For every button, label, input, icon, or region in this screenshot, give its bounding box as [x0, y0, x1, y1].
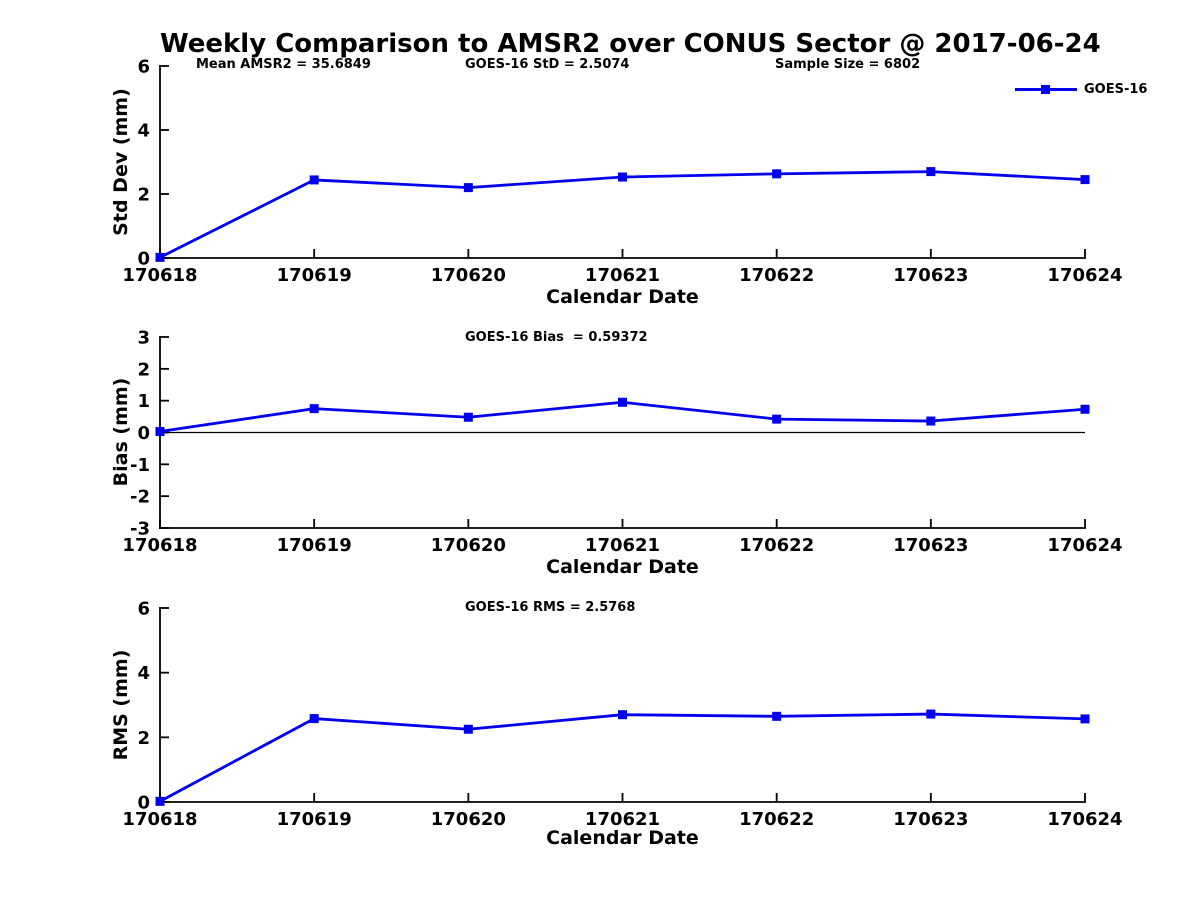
annotation-sample-size: Sample Size = 6802: [775, 57, 921, 72]
y-tick-label: -3: [130, 519, 150, 540]
y-tick-label: 6: [137, 57, 150, 78]
y-tick-label: 1: [137, 391, 150, 412]
data-point-marker: [155, 427, 165, 437]
ylabel-bias: Bias (mm): [110, 377, 132, 487]
annotation-goes-rms: GOES-16 RMS = 2.5768: [465, 600, 636, 615]
data-point-marker: [772, 711, 782, 721]
x-tick-label: 170620: [431, 535, 506, 556]
data-point-marker: [309, 175, 319, 185]
data-point-marker: [618, 710, 627, 720]
y-tick-label: -1: [130, 455, 150, 476]
x-tick-label: 170621: [585, 265, 660, 286]
y-tick-label: 3: [137, 328, 150, 349]
annotation-goes-bias: GOES-16 Bias = 0.59372: [465, 330, 648, 345]
data-point-marker: [926, 709, 936, 719]
subplot-rms: 0 2 4 6 170618 170619 170620 170621 170622 170623…: [122, 599, 1122, 831]
data-point-marker: [309, 714, 319, 724]
x-tick-label: 170624: [1047, 809, 1122, 830]
data-point-marker: [463, 412, 473, 422]
x-tick-label: 170622: [739, 265, 814, 286]
x-tick-label: 170623: [893, 535, 968, 556]
ylabel-std-dev: Std Dev (mm): [110, 88, 132, 236]
y-tick-label: 0: [137, 423, 150, 444]
annotation-mean-amsr2: Mean AMSR2 = 35.6849: [196, 57, 371, 72]
data-line: [158, 712, 1087, 803]
x-tick-label: 170620: [431, 265, 506, 286]
y-tick-label: 0: [137, 793, 150, 814]
x-tick-label: 170618: [122, 265, 197, 286]
xlabel-std-dev: Calendar Date: [546, 286, 699, 308]
y-tick-label: 4: [137, 121, 150, 142]
x-tick-label: 170622: [739, 809, 814, 830]
data-point-marker: [618, 397, 627, 407]
y-tick-label: -2: [130, 487, 150, 508]
xlabel-rms: Calendar Date: [546, 827, 699, 849]
x-tick-label: 170623: [893, 809, 968, 830]
x-tick-label: 170623: [893, 265, 968, 286]
y-tick-label: 0: [137, 249, 150, 270]
x-tick-label: 170622: [739, 535, 814, 556]
data-point-marker: [618, 172, 627, 182]
data-point-marker: [926, 416, 936, 426]
data-line: [158, 170, 1087, 259]
x-tick-label: 170624: [1047, 265, 1122, 286]
x-tick-label: 170620: [431, 809, 506, 830]
figure-title: Weekly Comparison to AMSR2 over CONUS Se…: [160, 29, 1101, 59]
data-point-marker: [772, 414, 782, 424]
data-point-marker: [463, 183, 473, 193]
x-tick-label: 170621: [585, 809, 660, 830]
data-point-marker: [463, 724, 473, 734]
data-point-marker: [309, 404, 319, 414]
legend: GOES-16: [1015, 82, 1147, 97]
data-point-marker: [772, 169, 782, 179]
data-point-marker: [1080, 175, 1090, 185]
data-point-marker: [155, 796, 165, 806]
y-tick-label: 2: [137, 359, 150, 380]
legend-line-sample-icon: [1015, 82, 1077, 97]
x-tick-label: 170619: [277, 265, 352, 286]
data-point-marker: [926, 167, 936, 177]
data-point-marker: [155, 252, 165, 262]
x-tick-label: 170619: [277, 809, 352, 830]
y-tick-label: 2: [137, 728, 150, 749]
y-tick-label: 2: [137, 185, 150, 206]
xlabel-bias: Calendar Date: [546, 556, 699, 578]
annotation-goes-std: GOES-16 StD = 2.5074: [465, 57, 630, 72]
x-tick-label: 170618: [122, 809, 197, 830]
ylabel-rms: RMS (mm): [110, 649, 132, 761]
y-tick-label: 4: [137, 663, 150, 684]
x-tick-label: 170619: [277, 535, 352, 556]
x-tick-label: 170621: [585, 535, 660, 556]
subplot-std-dev: 0 2 4 6 170618 170619 170620 170621 170622 170623…: [122, 57, 1122, 287]
x-tick-label: 170618: [122, 535, 197, 556]
legend-square-marker-icon: [1041, 85, 1050, 94]
data-point-marker: [1080, 404, 1090, 414]
data-point-marker: [1080, 714, 1090, 724]
x-tick-label: 170624: [1047, 535, 1122, 556]
legend-label: GOES-16: [1084, 82, 1148, 97]
y-tick-label: 6: [137, 599, 150, 620]
